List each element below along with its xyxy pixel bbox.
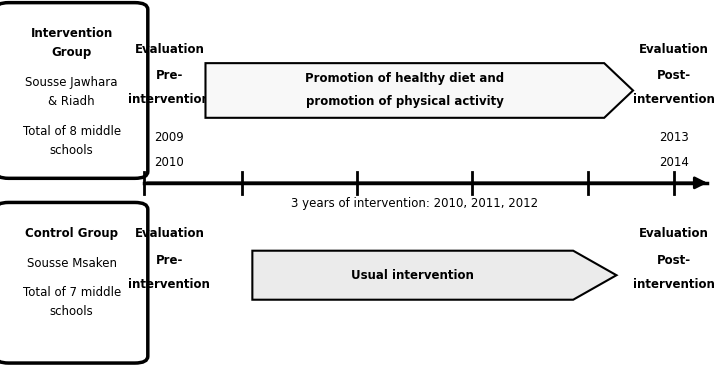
Text: Post-: Post- — [657, 254, 691, 267]
Text: intervention: intervention — [128, 278, 211, 291]
FancyBboxPatch shape — [0, 3, 148, 178]
Polygon shape — [205, 63, 633, 118]
Text: Pre-: Pre- — [156, 254, 183, 267]
Text: Promotion of healthy diet and: Promotion of healthy diet and — [305, 72, 505, 85]
Text: promotion of physical activity: promotion of physical activity — [306, 95, 504, 108]
Text: Usual intervention: Usual intervention — [351, 269, 474, 282]
Text: Evaluation: Evaluation — [640, 43, 709, 55]
Text: intervention: intervention — [633, 278, 715, 291]
Text: 3 years of intervention: 2010, 2011, 2012: 3 years of intervention: 2010, 2011, 201… — [291, 197, 538, 210]
Text: Group: Group — [52, 46, 92, 59]
Text: Post-: Post- — [657, 69, 691, 82]
Text: 2014: 2014 — [659, 156, 689, 169]
Text: 2009: 2009 — [154, 131, 185, 144]
Text: Sousse Msaken: Sousse Msaken — [27, 257, 117, 270]
Text: intervention: intervention — [128, 93, 211, 106]
Text: Intervention: Intervention — [30, 28, 113, 40]
Text: 2013: 2013 — [659, 131, 689, 144]
Polygon shape — [252, 251, 616, 300]
FancyBboxPatch shape — [0, 202, 148, 363]
Text: Evaluation: Evaluation — [640, 227, 709, 240]
Text: Control Group: Control Group — [25, 227, 118, 240]
Text: & Riadh: & Riadh — [48, 95, 95, 108]
Text: Sousse Jawhara: Sousse Jawhara — [25, 77, 118, 89]
Text: schools: schools — [50, 144, 94, 157]
Text: Evaluation: Evaluation — [135, 227, 204, 240]
Text: 2010: 2010 — [154, 156, 185, 169]
Text: schools: schools — [50, 305, 94, 317]
Text: intervention: intervention — [633, 93, 715, 106]
Text: Pre-: Pre- — [156, 69, 183, 82]
Text: Evaluation: Evaluation — [135, 43, 204, 55]
Text: Total of 8 middle: Total of 8 middle — [22, 126, 121, 138]
Text: Total of 7 middle: Total of 7 middle — [22, 286, 121, 299]
